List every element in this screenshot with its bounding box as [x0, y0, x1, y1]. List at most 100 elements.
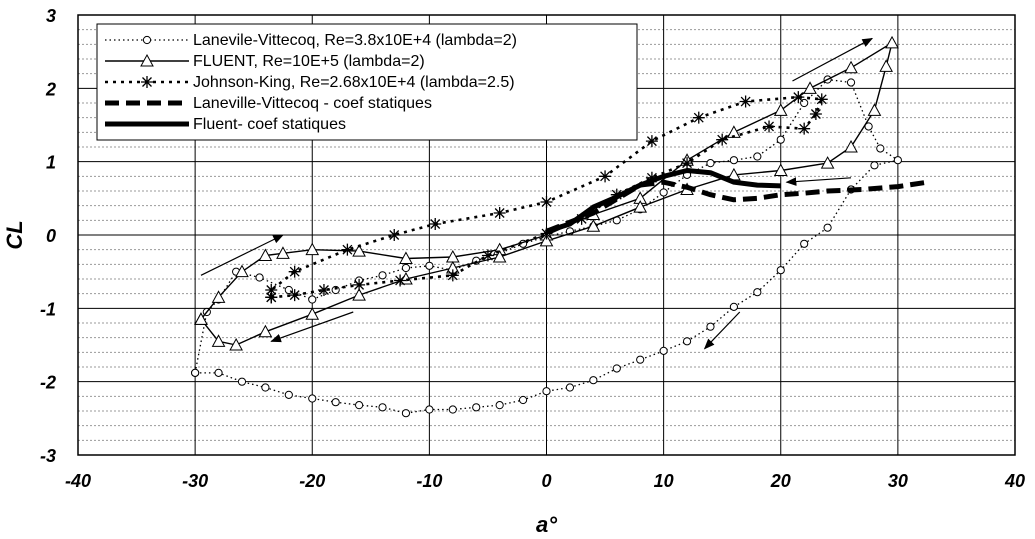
- data-point: [378, 403, 387, 412]
- y-tick-label: 2: [45, 79, 56, 99]
- series-line: [545, 168, 781, 234]
- data-point: [265, 291, 278, 304]
- data-point: [645, 135, 658, 148]
- data-point: [276, 246, 290, 259]
- data-point: [258, 248, 273, 262]
- x-axis-label: a°: [536, 512, 557, 537]
- data-point: [141, 76, 153, 88]
- legend: Lanevile-Vittecoq, Re=3.8x10E+4 (lambda=…: [96, 23, 638, 141]
- data-point: [518, 395, 528, 405]
- series-line: [545, 179, 928, 234]
- data-point: [265, 284, 278, 296]
- legend-item: Fluent- coef statiques: [105, 116, 346, 133]
- data-point: [305, 307, 320, 320]
- x-tick-label: -40: [65, 471, 91, 491]
- legend-label: Fluent- coef statiques: [193, 116, 346, 133]
- direction-arrow: [785, 177, 852, 186]
- data-point: [773, 103, 788, 116]
- data-point: [214, 368, 223, 377]
- data-point: [352, 288, 366, 301]
- data-point: [846, 78, 856, 87]
- direction-arrow: [792, 37, 874, 82]
- data-point: [599, 170, 612, 183]
- series-group: [191, 35, 928, 418]
- data-point: [235, 264, 249, 278]
- data-point: [261, 383, 270, 392]
- data-point: [820, 156, 835, 169]
- legend-label: Johnson-King, Re=2.68x10E+4 (lambda=2.5): [193, 74, 515, 91]
- data-point: [229, 337, 243, 351]
- data-point: [142, 35, 152, 45]
- x-tick-label: 0: [541, 471, 551, 491]
- data-point: [355, 401, 364, 410]
- data-point: [378, 271, 387, 280]
- data-point: [753, 288, 762, 297]
- data-point: [446, 269, 459, 282]
- y-tick-label: -2: [40, 373, 56, 393]
- data-point: [773, 163, 788, 176]
- x-tick-label: 30: [888, 471, 908, 491]
- x-tick-label: -20: [299, 471, 325, 491]
- data-point: [425, 261, 434, 270]
- data-point: [586, 219, 601, 232]
- data-point: [472, 403, 481, 412]
- data-point: [893, 156, 902, 165]
- data-point: [331, 398, 340, 407]
- y-tick-label: 1: [46, 153, 56, 173]
- data-point: [659, 188, 668, 197]
- data-point: [388, 229, 401, 241]
- data-point: [867, 103, 882, 116]
- legend-item: Johnson-King, Re=2.68x10E+4 (lambda=2.5): [105, 74, 515, 91]
- data-point: [792, 91, 805, 104]
- data-point: [681, 157, 694, 170]
- data-point: [800, 239, 809, 248]
- data-point: [633, 200, 648, 213]
- data-point: [317, 284, 330, 296]
- y-tick-label: -1: [40, 299, 56, 319]
- data-point: [258, 324, 273, 338]
- y-tick-label: 3: [46, 6, 56, 26]
- data-point: [211, 290, 226, 303]
- legend-item: Laneville-Vittecoq - coef statiques: [105, 95, 432, 112]
- series-3: [265, 91, 828, 304]
- data-point: [401, 263, 411, 273]
- data-point: [612, 364, 621, 373]
- y-axis-label: CL: [2, 220, 27, 249]
- data-point: [716, 133, 729, 146]
- data-point: [844, 60, 858, 74]
- data-point: [211, 334, 226, 347]
- data-point: [288, 289, 301, 302]
- data-point: [401, 409, 411, 418]
- legend-item: FLUENT, Re=10E+5 (lambda=2): [105, 53, 425, 70]
- data-point: [493, 207, 506, 219]
- data-point: [308, 295, 317, 304]
- data-point: [492, 249, 507, 263]
- data-point: [815, 93, 828, 106]
- data-point: [776, 266, 785, 275]
- x-tick-label: 40: [1004, 471, 1025, 491]
- series-line: [200, 42, 893, 346]
- x-tick-label: -30: [182, 471, 208, 491]
- data-point: [645, 171, 658, 184]
- x-tick-label: -10: [416, 471, 442, 491]
- data-point: [481, 249, 494, 262]
- data-point: [706, 322, 715, 331]
- data-point: [879, 59, 894, 72]
- data-point: [823, 223, 832, 232]
- data-point: [288, 265, 301, 278]
- direction-arrows: [200, 37, 874, 350]
- data-point: [352, 244, 366, 257]
- legend-label: FLUENT, Re=10E+5 (lambda=2): [193, 53, 425, 70]
- direction-arrow: [270, 311, 354, 343]
- series-4: [545, 179, 928, 234]
- data-point: [305, 242, 320, 256]
- series-5: [545, 168, 781, 234]
- data-point: [353, 278, 366, 291]
- data-point: [636, 355, 645, 364]
- data-point: [844, 139, 858, 153]
- data-point: [429, 218, 442, 230]
- data-point: [798, 122, 811, 135]
- data-point: [194, 312, 208, 325]
- data-point: [739, 95, 752, 108]
- data-point: [692, 111, 705, 124]
